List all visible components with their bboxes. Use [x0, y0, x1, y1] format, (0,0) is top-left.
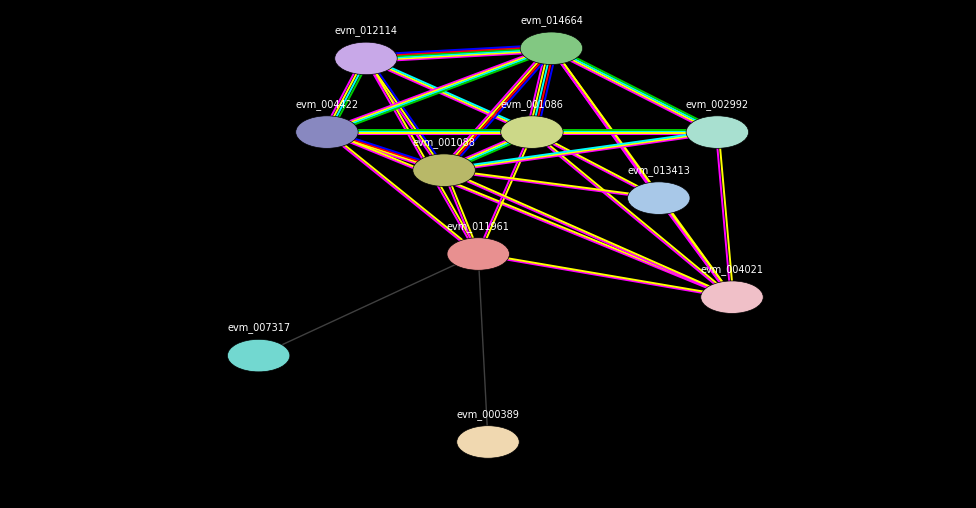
Circle shape	[701, 281, 763, 313]
Text: evm_014664: evm_014664	[520, 15, 583, 26]
Text: evm_011961: evm_011961	[447, 221, 509, 232]
Text: evm_002992: evm_002992	[686, 99, 749, 110]
Text: evm_013413: evm_013413	[628, 165, 690, 176]
Circle shape	[628, 182, 690, 214]
Circle shape	[296, 116, 358, 148]
Circle shape	[413, 154, 475, 186]
Text: evm_007317: evm_007317	[227, 323, 290, 333]
Text: evm_001088: evm_001088	[413, 137, 475, 148]
Circle shape	[686, 116, 749, 148]
Text: evm_004021: evm_004021	[701, 264, 763, 275]
Circle shape	[457, 426, 519, 458]
Circle shape	[447, 238, 509, 270]
Text: evm_004422: evm_004422	[296, 99, 358, 110]
Circle shape	[335, 42, 397, 75]
Circle shape	[227, 339, 290, 372]
Text: evm_000389: evm_000389	[457, 409, 519, 420]
Text: evm_012114: evm_012114	[335, 25, 397, 36]
Circle shape	[501, 116, 563, 148]
Text: evm_001086: evm_001086	[501, 99, 563, 110]
Circle shape	[520, 32, 583, 65]
